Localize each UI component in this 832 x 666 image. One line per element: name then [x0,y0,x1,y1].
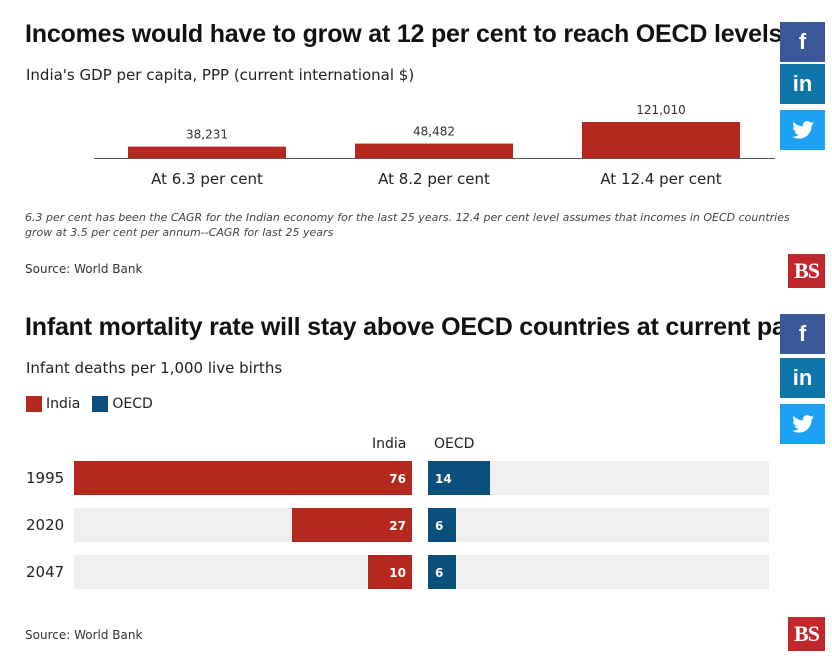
oecd-value-1995: 14 [435,472,452,486]
oecd-bar-2047: 6 [428,555,456,589]
gdp-bar-1 [128,146,286,158]
oecd-track-2047 [428,555,769,589]
chart1-source: Source: World Bank [25,262,143,276]
gdp-bar-3 [582,122,740,158]
legend-label-india: India [46,396,81,412]
legend-swatch-india [26,396,42,412]
chart1-note: 6.3 per cent has been the CAGR for the I… [25,211,790,239]
chart2-title: Infant mortality rate will stay above OE… [25,313,814,341]
gdp-value-label-3: 121,010 [636,103,686,117]
linkedin-icon: in [792,71,813,96]
twitter-share-button[interactable] [780,110,825,150]
oecd-bar-2020: 6 [428,508,456,542]
legend-label-oecd: OECD [112,396,153,412]
twitter-share-button-2[interactable] [780,404,825,444]
chart2-source: Source: World Bank [25,628,143,642]
chart1-title: Incomes would have to grow at 12 per cen… [25,20,783,48]
gdp-category-label-2: At 8.2 per cent [378,170,490,188]
year-label-2020: 2020 [26,516,65,534]
india-value-2047: 10 [389,566,406,580]
year-label-2047: 2047 [26,563,65,581]
india-bar-2020: 27 [291,508,412,542]
gdp-bar-2 [355,143,513,158]
oecd-track-2020 [428,508,769,542]
india-value-1995: 76 [389,472,406,486]
facebook-icon: f [798,321,807,346]
facebook-share-button[interactable]: f [780,22,825,62]
gdp-bar-chart: 38,231 At 6.3 per cent 48,482 At 8.2 per ce… [94,103,775,188]
chart2-subtitle: Infant deaths per 1,000 live births [26,359,283,377]
oecd-value-2020: 6 [435,519,444,533]
facebook-icon: f [798,29,807,54]
india-bar-1995: 76 [74,461,412,495]
linkedin-share-button[interactable]: in [780,64,825,104]
chart2-legend: India OECD [26,396,165,412]
column-header-india: India [372,436,407,452]
gdp-category-label-1: At 6.3 per cent [151,170,263,188]
oecd-bar-1995: 14 [428,461,491,495]
year-label-1995: 1995 [26,469,65,487]
gdp-value-label-2: 48,482 [413,125,455,139]
column-header-oecd: OECD [434,436,475,452]
facebook-share-button-2[interactable]: f [780,314,825,354]
oecd-value-2047: 6 [435,566,444,580]
india-bar-2047: 10 [367,555,412,589]
india-track-2047 [74,555,412,589]
business-standard-logo: BS [788,254,825,288]
chart1-subtitle: India's GDP per capita, PPP (current int… [26,66,415,84]
twitter-icon [791,121,814,139]
india-value-2020: 27 [389,519,406,533]
business-standard-logo-2: BS [788,617,825,651]
legend-swatch-oecd [92,396,109,412]
twitter-icon [791,415,814,433]
gdp-value-label-1: 38,231 [186,128,228,142]
linkedin-share-button-2[interactable]: in [780,358,825,398]
gdp-category-label-3: At 12.4 per cent [600,170,721,188]
linkedin-icon: in [792,365,813,390]
